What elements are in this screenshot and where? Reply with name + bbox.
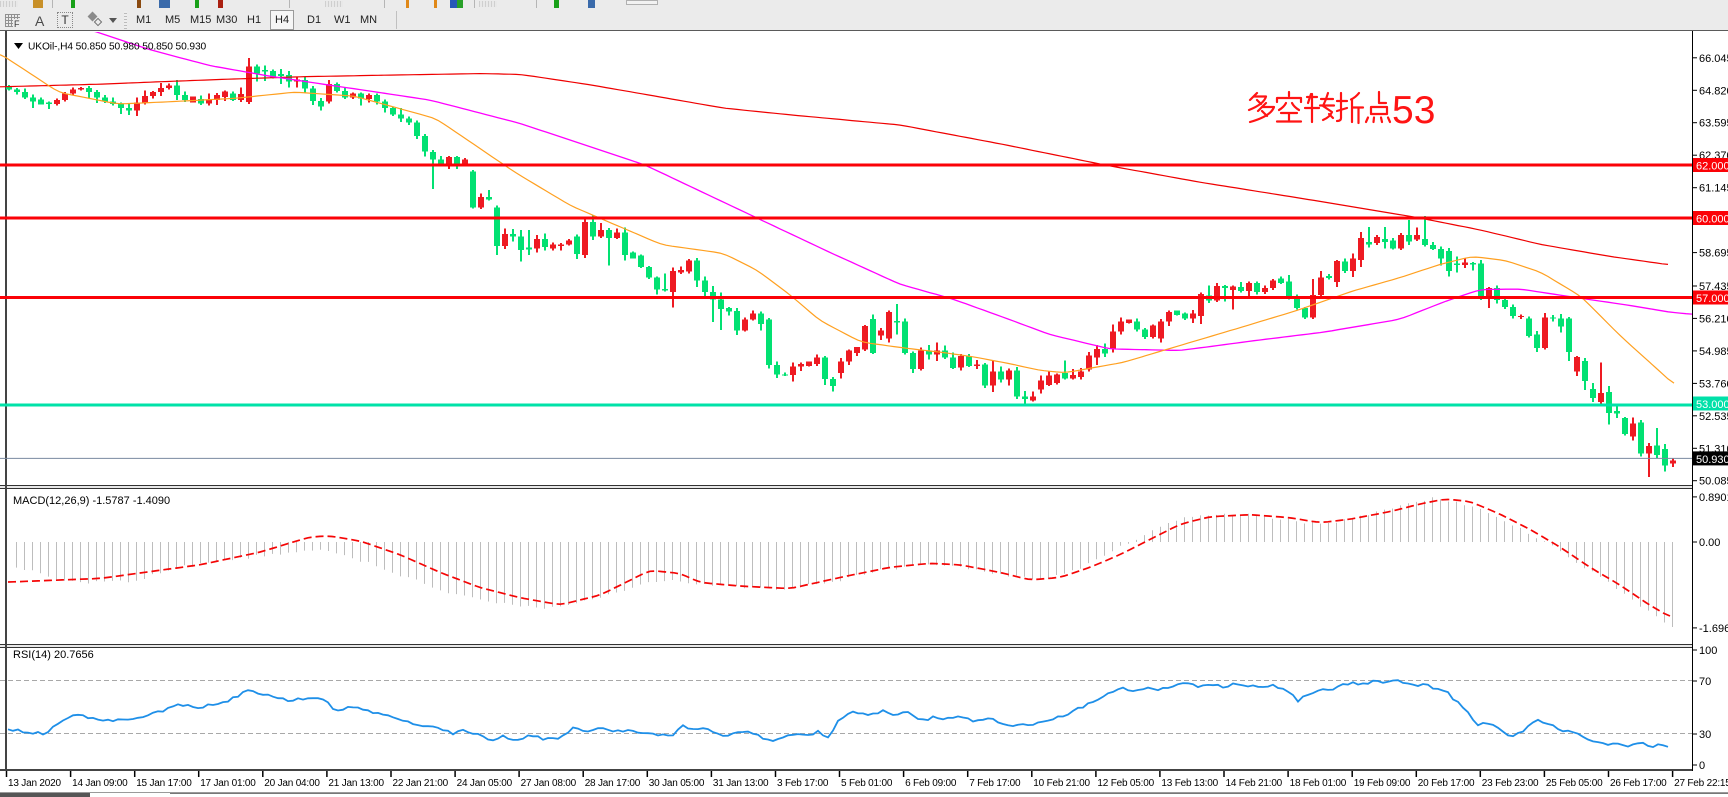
svg-text:RSI(14) 20.7656: RSI(14) 20.7656 bbox=[13, 649, 94, 661]
svg-text:70: 70 bbox=[1699, 676, 1711, 688]
svg-text:0: 0 bbox=[1699, 760, 1705, 772]
svg-text:3 Feb 17:00: 3 Feb 17:00 bbox=[777, 778, 829, 789]
svg-text:63.595: 63.595 bbox=[1699, 118, 1728, 130]
svg-text:13 Feb 13:00: 13 Feb 13:00 bbox=[1161, 778, 1218, 789]
svg-text:100: 100 bbox=[1699, 645, 1717, 657]
svg-text:31 Jan 13:00: 31 Jan 13:00 bbox=[713, 778, 769, 789]
svg-text:28 Jan 17:00: 28 Jan 17:00 bbox=[585, 778, 641, 789]
svg-text:13 Jan 2020: 13 Jan 2020 bbox=[8, 778, 61, 789]
svg-text:61.145: 61.145 bbox=[1699, 183, 1728, 195]
svg-text:53.000: 53.000 bbox=[1696, 399, 1728, 411]
svg-text:6 Feb 09:00: 6 Feb 09:00 bbox=[905, 778, 957, 789]
svg-text:60.000: 60.000 bbox=[1696, 214, 1728, 226]
svg-text:14 Jan 09:00: 14 Jan 09:00 bbox=[72, 778, 128, 789]
svg-text:23 Feb 23:00: 23 Feb 23:00 bbox=[1482, 778, 1539, 789]
svg-text:14 Feb 21:00: 14 Feb 21:00 bbox=[1226, 778, 1283, 789]
svg-text:21 Jan 13:00: 21 Jan 13:00 bbox=[328, 778, 384, 789]
svg-text:27 Feb 22:15: 27 Feb 22:15 bbox=[1674, 778, 1728, 789]
svg-text:30: 30 bbox=[1699, 729, 1711, 741]
svg-text:50.085: 50.085 bbox=[1699, 476, 1728, 488]
svg-text:57.435: 57.435 bbox=[1699, 281, 1728, 293]
svg-text:7 Feb 17:00: 7 Feb 17:00 bbox=[969, 778, 1021, 789]
svg-text:58.695: 58.695 bbox=[1699, 248, 1728, 260]
svg-text:53: 53 bbox=[1392, 89, 1435, 132]
svg-text:53.760: 53.760 bbox=[1699, 378, 1728, 390]
svg-text:17 Jan 01:00: 17 Jan 01:00 bbox=[200, 778, 256, 789]
svg-text:UKOil-,H4 50.850 50.980 50.85: UKOil-,H4 50.850 50.980 50.850 50.930 bbox=[28, 42, 207, 53]
svg-text:25 Feb 05:00: 25 Feb 05:00 bbox=[1546, 778, 1603, 789]
svg-text:64.820: 64.820 bbox=[1699, 85, 1728, 97]
svg-text:10 Feb 21:00: 10 Feb 21:00 bbox=[1033, 778, 1090, 789]
svg-text:-1.6963: -1.6963 bbox=[1699, 623, 1728, 635]
svg-text:24 Jan 05:00: 24 Jan 05:00 bbox=[457, 778, 513, 789]
svg-text:54.985: 54.985 bbox=[1699, 346, 1728, 358]
svg-text:66.045: 66.045 bbox=[1699, 53, 1728, 65]
svg-text:30 Jan 05:00: 30 Jan 05:00 bbox=[649, 778, 705, 789]
svg-text:12 Feb 05:00: 12 Feb 05:00 bbox=[1097, 778, 1154, 789]
svg-text:MACD(12,26,9) -1.5787 -1.4090: MACD(12,26,9) -1.5787 -1.4090 bbox=[13, 495, 170, 507]
svg-text:0.8901: 0.8901 bbox=[1699, 492, 1728, 504]
svg-text:62.000: 62.000 bbox=[1696, 161, 1728, 173]
svg-text:20 Feb 17:00: 20 Feb 17:00 bbox=[1418, 778, 1475, 789]
svg-text:22 Jan 21:00: 22 Jan 21:00 bbox=[393, 778, 449, 789]
svg-text:20 Jan 04:00: 20 Jan 04:00 bbox=[264, 778, 320, 789]
svg-text:15 Jan 17:00: 15 Jan 17:00 bbox=[136, 778, 192, 789]
svg-text:26 Feb 17:00: 26 Feb 17:00 bbox=[1610, 778, 1667, 789]
svg-text:50.930: 50.930 bbox=[1696, 454, 1728, 466]
svg-text:52.535: 52.535 bbox=[1699, 411, 1728, 423]
svg-text:27 Jan 08:00: 27 Jan 08:00 bbox=[521, 778, 577, 789]
svg-text:5 Feb 01:00: 5 Feb 01:00 bbox=[841, 778, 893, 789]
svg-text:18 Feb 01:00: 18 Feb 01:00 bbox=[1290, 778, 1347, 789]
svg-text:0.00: 0.00 bbox=[1699, 537, 1720, 549]
svg-text:56.210: 56.210 bbox=[1699, 313, 1728, 325]
svg-text:57.000: 57.000 bbox=[1696, 293, 1728, 305]
svg-text:19 Feb 09:00: 19 Feb 09:00 bbox=[1354, 778, 1411, 789]
